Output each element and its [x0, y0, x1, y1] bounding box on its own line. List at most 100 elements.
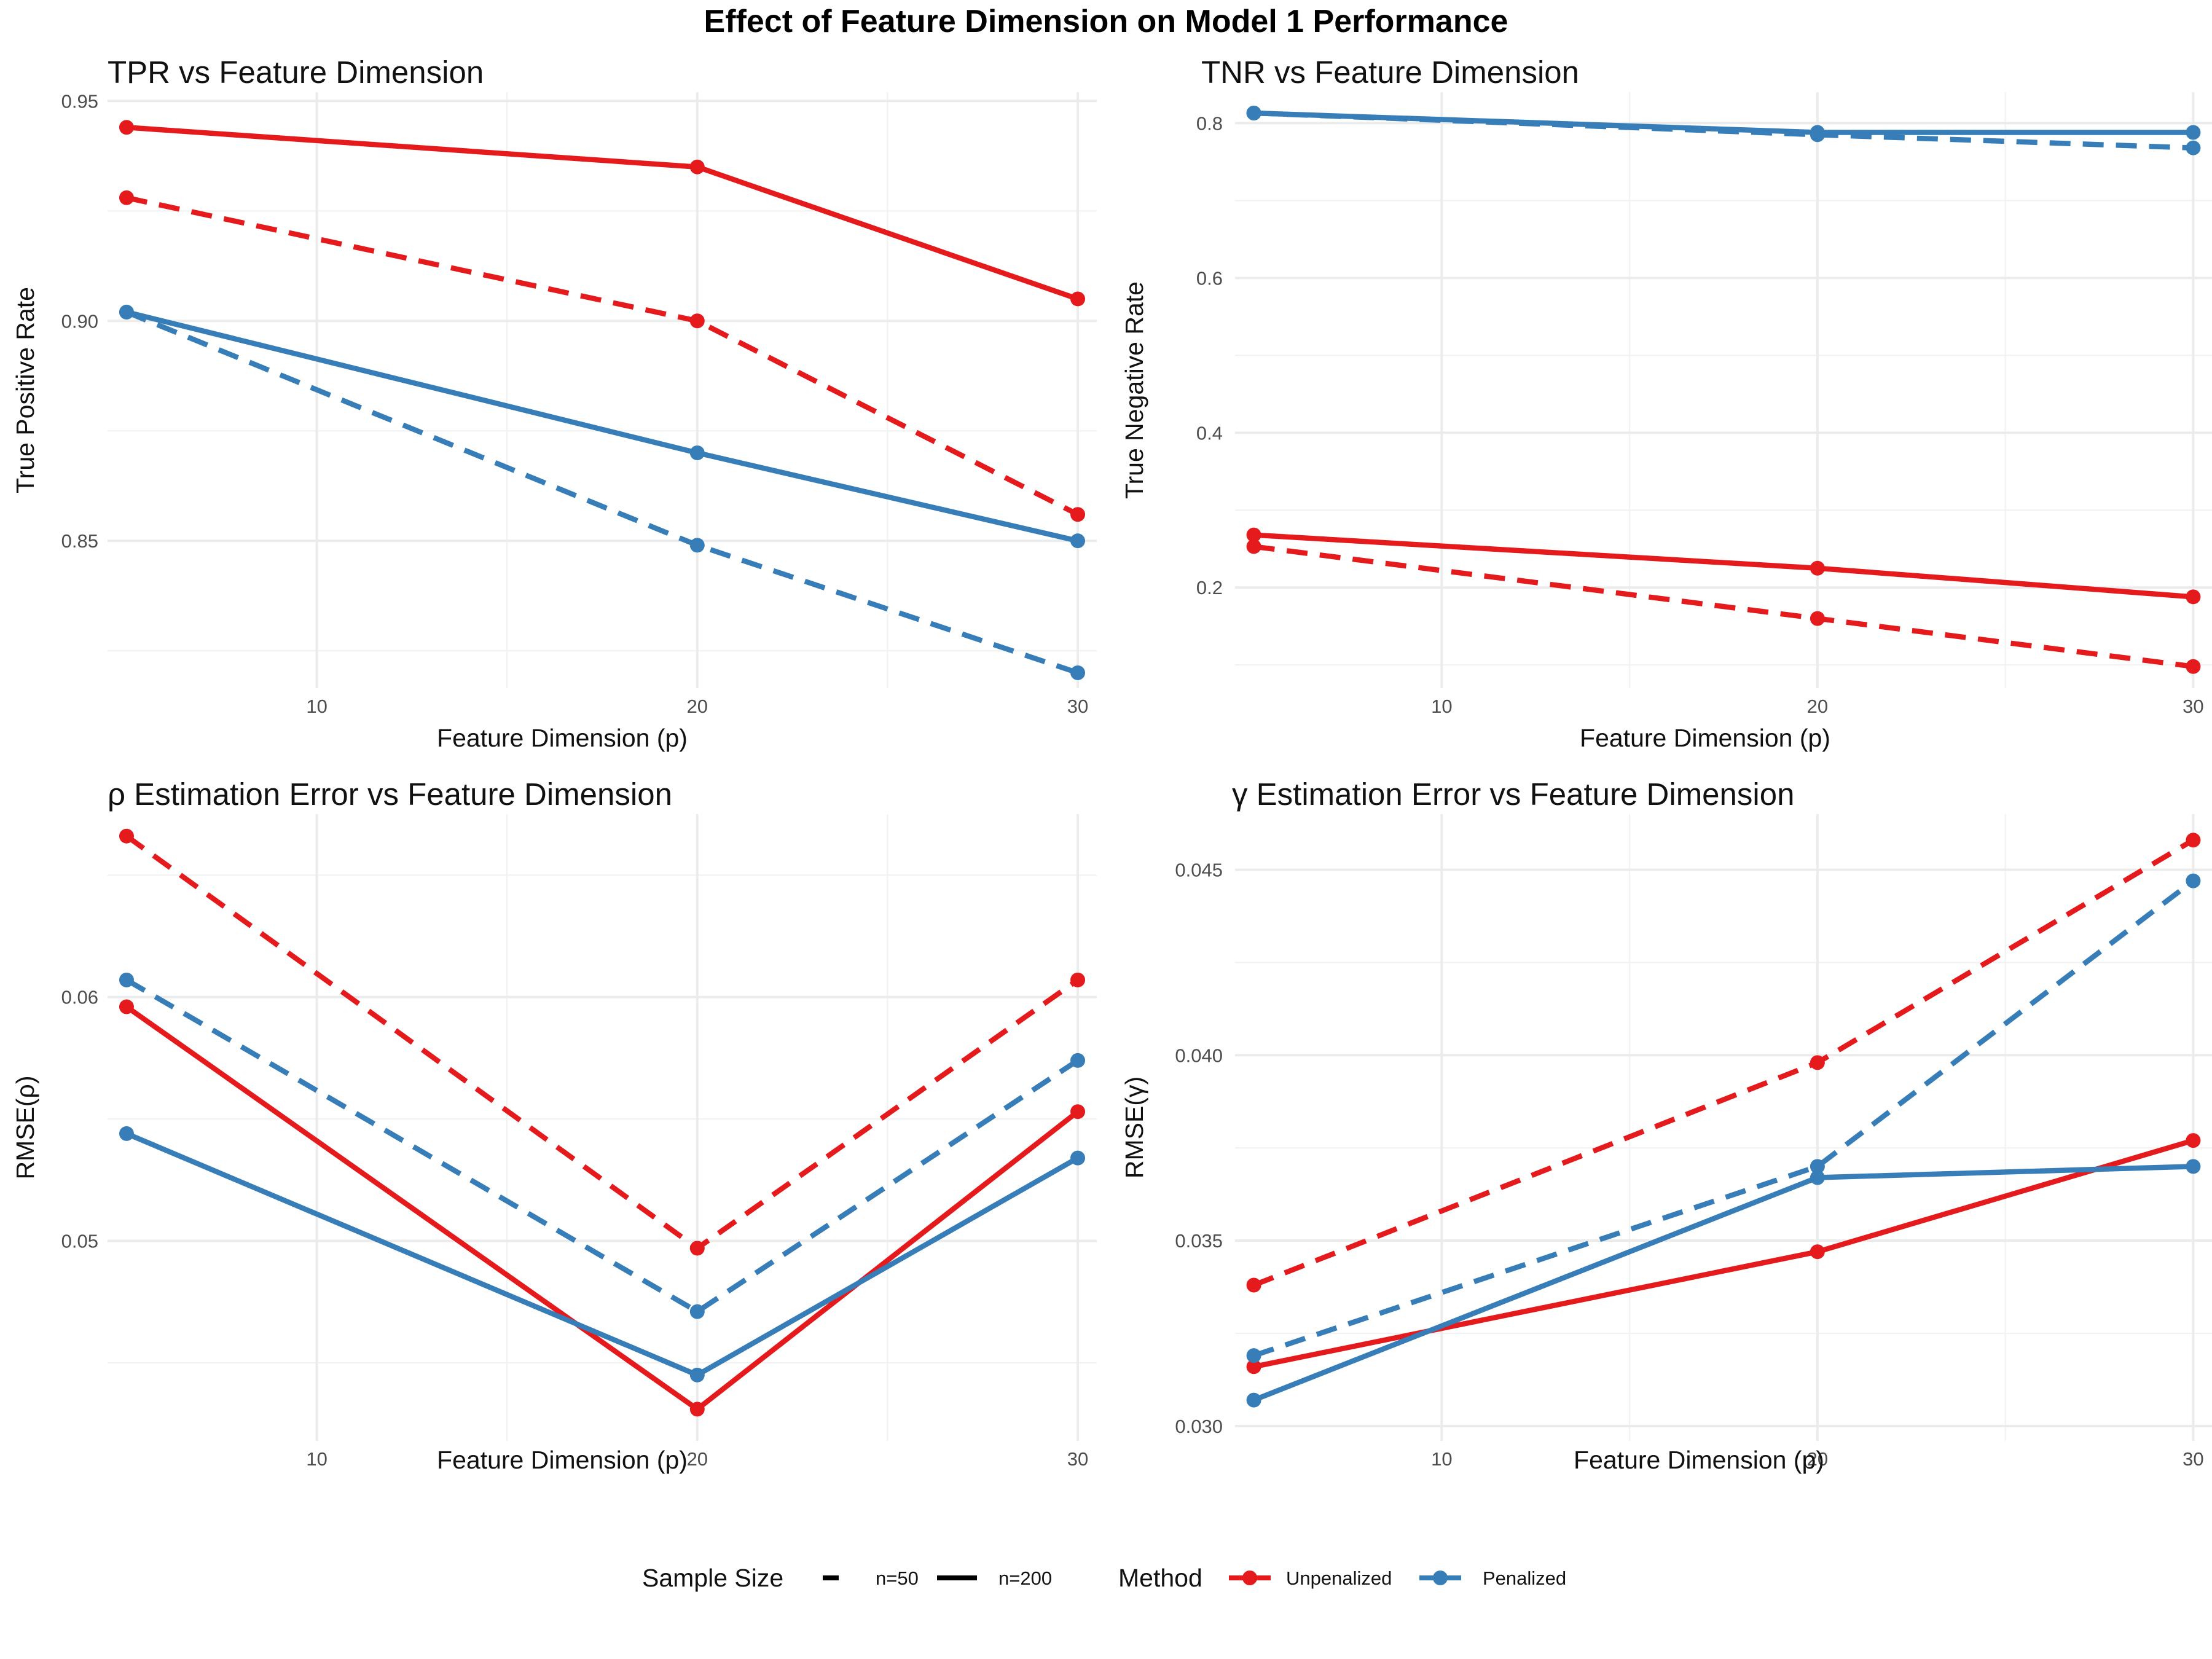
data-point-unpenalized-n-50: [119, 828, 134, 844]
data-point-penalized-n-50: [1246, 106, 1261, 121]
data-point-penalized-n-200: [1070, 533, 1086, 549]
data-point-unpenalized-n-200: [1810, 1244, 1825, 1260]
data-point-penalized-n-200: [689, 445, 705, 461]
panel-3: ρ Estimation Error vs Feature Dimension 0…: [11, 777, 1097, 1474]
legend-title-sample-size: Sample Size: [642, 1564, 783, 1592]
legend-label-n-200: n=200: [998, 1567, 1052, 1589]
y-axis-title: RMSE(γ): [1120, 1077, 1148, 1179]
x-tick-label: 30: [1067, 1448, 1088, 1470]
data-point-unpenalized-n-50: [689, 1241, 705, 1256]
series-line-penalized-n-50: [1253, 879, 2195, 1359]
series: [119, 828, 1086, 1417]
data-point-unpenalized-n-50: [1246, 539, 1261, 554]
data-point-unpenalized-n-50: [119, 190, 134, 205]
data-point-unpenalized-n-200: [119, 120, 134, 135]
y-tick-label: 0.2: [1196, 577, 1223, 598]
data-point-penalized-n-50: [689, 538, 705, 553]
data-point-penalized-n-200: [2186, 1159, 2201, 1174]
figure-title: Effect of Feature Dimension on Model 1 P…: [704, 4, 1508, 39]
gridlines: [108, 814, 1097, 1441]
data-point-unpenalized-n-200: [1070, 1104, 1086, 1120]
legend-label-penalized: Penalized: [1483, 1567, 1566, 1589]
gridlines: [1235, 814, 2212, 1441]
data-point-penalized-n-50: [119, 304, 134, 320]
data-point-unpenalized-n-200: [1246, 1359, 1261, 1375]
data-point-unpenalized-n-50: [2186, 659, 2201, 674]
y-tick-label: 0.035: [1175, 1230, 1223, 1252]
data-point-penalized-n-50: [1246, 1348, 1261, 1363]
y-tick-label: 0.06: [61, 987, 98, 1008]
data-point-unpenalized-n-200: [2186, 589, 2201, 605]
data-point-penalized-n-200: [2186, 125, 2201, 140]
x-tick-label: 20: [687, 696, 708, 717]
data-point-unpenalized-n-50: [1246, 1277, 1261, 1293]
y-axis-title: RMSE(ρ): [11, 1075, 39, 1179]
data-point-unpenalized-n-200: [689, 159, 705, 175]
data-point-penalized-n-50: [1070, 1053, 1086, 1068]
y-axis-title: True Negative Rate: [1120, 281, 1148, 499]
x-axis-title: Feature Dimension (p): [1574, 1446, 1824, 1474]
y-tick-label: 0.045: [1175, 860, 1223, 881]
x-axis-title: Feature Dimension (p): [1580, 724, 1830, 752]
x-tick-label: 20: [1807, 696, 1828, 717]
data-point-unpenalized-n-200: [119, 999, 134, 1014]
panel-title: γ Estimation Error vs Feature Dimension: [1232, 777, 1794, 812]
x-tick-label: 10: [306, 696, 327, 717]
data-point-unpenalized-n-200: [689, 1402, 705, 1417]
data-point-unpenalized-n-50: [1810, 611, 1825, 626]
data-point-penalized-n-50: [689, 1304, 705, 1319]
x-axis-title: Feature Dimension (p): [437, 724, 688, 752]
x-tick-label: 10: [306, 1448, 327, 1470]
panels: TPR vs Feature Dimension 0.85 0.90 0.95 10 20…: [11, 55, 2212, 1474]
data-point-penalized-n-50: [119, 972, 134, 987]
data-point-penalized-n-50: [1070, 665, 1086, 680]
data-point-unpenalized-n-200: [1810, 560, 1825, 576]
data-point-unpenalized-n-50: [1070, 507, 1086, 522]
panel-title: TNR vs Feature Dimension: [1201, 55, 1579, 90]
x-tick-label: 10: [1431, 696, 1452, 717]
series: [1246, 833, 2201, 1408]
x-axis-title: Feature Dimension (p): [437, 1446, 688, 1474]
data-point-penalized-n-50: [1810, 1159, 1825, 1174]
data-point-penalized-n-200: [1070, 1150, 1086, 1166]
y-tick-label: 0.030: [1175, 1416, 1223, 1437]
series: [119, 120, 1086, 680]
y-tick-label: 0.95: [61, 90, 98, 112]
panel-1: TPR vs Feature Dimension 0.85 0.90 0.95 10 20…: [11, 55, 1097, 752]
data-point-penalized-n-50: [2186, 140, 2201, 155]
y-tick-label: 0.90: [61, 310, 98, 332]
data-point-unpenalized-n-50: [1070, 972, 1086, 987]
data-point-penalized-n-200: [119, 1126, 134, 1141]
series-line-penalized-n-50: [1253, 110, 2194, 151]
gridlines: [108, 92, 1097, 688]
y-tick-label: 0.6: [1196, 267, 1223, 289]
data-point-unpenalized-n-50: [2186, 833, 2201, 848]
panel-4: γ Estimation Error vs Feature Dimension 0…: [1120, 777, 2212, 1474]
data-point-unpenalized-n-200: [1246, 527, 1261, 543]
data-point-penalized-n-200: [689, 1367, 705, 1382]
series-line-penalized-n-50: [125, 978, 1080, 1314]
panel-2: TNR vs Feature Dimension 0.2 0.4 0.6 0.8 10 20…: [1120, 55, 2212, 752]
data-point-penalized-n-50: [2186, 873, 2201, 888]
x-tick-label: 20: [1807, 1448, 1828, 1470]
data-point-unpenalized-n-50: [1810, 1055, 1825, 1070]
panel-title: ρ Estimation Error vs Feature Dimension: [108, 777, 672, 812]
y-tick-label: 0.8: [1196, 112, 1223, 134]
y-tick-label: 0.040: [1175, 1045, 1223, 1066]
data-point-penalized-n-200: [1810, 1170, 1825, 1185]
legend-label-n-50: n=50: [876, 1567, 919, 1589]
x-tick-label: 10: [1431, 1448, 1452, 1470]
data-point-penalized-n-200: [1246, 1392, 1261, 1408]
series: [1246, 106, 2201, 674]
x-tick-label: 20: [687, 1448, 708, 1470]
data-point-unpenalized-n-200: [1070, 291, 1086, 307]
x-tick-label: 30: [2183, 696, 2203, 717]
legend-key-point-unpenalized: [1242, 1571, 1257, 1585]
y-tick-label: 0.05: [61, 1231, 98, 1252]
y-axis-title: True Positive Rate: [11, 287, 39, 493]
data-point-unpenalized-n-200: [2186, 1133, 2201, 1148]
legend-label-unpenalized: Unpenalized: [1286, 1567, 1392, 1589]
legend-key-point-penalized: [1433, 1571, 1448, 1585]
